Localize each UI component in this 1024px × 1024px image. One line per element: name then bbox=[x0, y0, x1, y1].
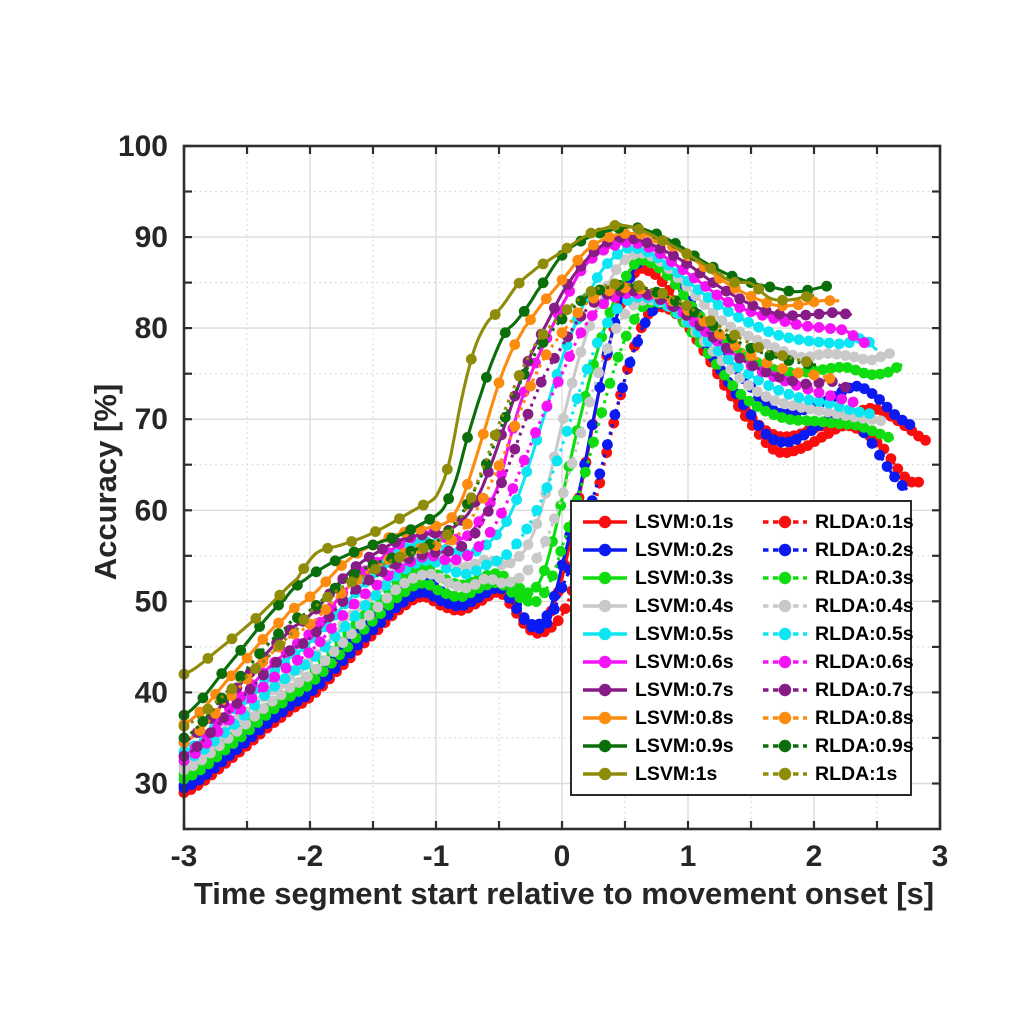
legend-label: LSVM:0.6s bbox=[635, 650, 734, 673]
legend-label: LSVM:0.8s bbox=[635, 706, 734, 729]
svg-text:1: 1 bbox=[680, 840, 697, 873]
legend-entry-LSVM-0-3s: LSVM:0.3s bbox=[582, 567, 762, 590]
x-axis-label: Time segment start relative to movement … bbox=[193, 876, 935, 911]
svg-text:60: 60 bbox=[135, 494, 168, 527]
legend-line-marker-icon bbox=[762, 626, 808, 642]
legend-entry-LSVM-0-1s: LSVM:0.1s bbox=[582, 511, 762, 534]
legend-line-marker-icon bbox=[762, 598, 808, 614]
legend-line-marker-icon bbox=[762, 710, 808, 726]
svg-text:90: 90 bbox=[135, 221, 168, 254]
legend-line-marker-icon bbox=[582, 598, 628, 614]
legend-line-marker-icon bbox=[762, 570, 808, 586]
legend-entry-LSVM-0-5s: LSVM:0.5s bbox=[582, 623, 762, 646]
legend-label: RLDA:1s bbox=[815, 762, 898, 785]
legend-entry-RLDA-0-9s: RLDA:0.9s bbox=[762, 735, 914, 758]
legend-entry-LSVM-0-9s: LSVM:0.9s bbox=[582, 735, 762, 758]
legend-entry-RLDA-1s: RLDA:1s bbox=[762, 763, 914, 786]
legend-label: RLDA:0.2s bbox=[815, 538, 914, 561]
series-LSVM-1s bbox=[178, 220, 815, 680]
legend-entry-RLDA-0-4s: RLDA:0.4s bbox=[762, 595, 914, 618]
legend-line-marker-icon bbox=[582, 766, 628, 782]
svg-text:30: 30 bbox=[135, 768, 168, 801]
svg-text:3: 3 bbox=[932, 840, 949, 873]
svg-text:-3: -3 bbox=[171, 840, 198, 873]
legend-label: RLDA:0.9s bbox=[815, 734, 914, 757]
legend-line-marker-icon bbox=[582, 682, 628, 698]
legend-label: LSVM:0.2s bbox=[635, 538, 734, 561]
svg-text:-1: -1 bbox=[423, 840, 450, 873]
legend-entry-RLDA-0-2s: RLDA:0.2s bbox=[762, 539, 914, 562]
svg-text:100: 100 bbox=[118, 130, 168, 163]
legend-line-marker-icon bbox=[582, 710, 628, 726]
legend-label: RLDA:0.7s bbox=[815, 678, 914, 701]
legend-entry-RLDA-0-6s: RLDA:0.6s bbox=[762, 651, 914, 674]
legend-line-marker-icon bbox=[582, 654, 628, 670]
legend-line-marker-icon bbox=[762, 738, 808, 754]
legend-label: LSVM:0.9s bbox=[635, 734, 734, 757]
series-RLDA-1s bbox=[178, 278, 812, 732]
svg-text:80: 80 bbox=[135, 312, 168, 345]
legend-entry-RLDA-0-1s: RLDA:0.1s bbox=[762, 511, 914, 534]
legend-entry-LSVM-0-2s: LSVM:0.2s bbox=[582, 539, 762, 562]
legend-line-marker-icon bbox=[582, 626, 628, 642]
svg-text:2: 2 bbox=[806, 840, 823, 873]
legend-label: LSVM:0.1s bbox=[635, 510, 734, 533]
legend-line-marker-icon bbox=[582, 514, 628, 530]
legend-entry-LSVM-0-4s: LSVM:0.4s bbox=[582, 595, 762, 618]
legend-entry-LSVM-1s: LSVM:1s bbox=[582, 763, 762, 786]
legend-label: RLDA:0.3s bbox=[815, 566, 914, 589]
legend-label: RLDA:0.8s bbox=[815, 706, 914, 729]
svg-text:70: 70 bbox=[135, 403, 168, 436]
legend-label: RLDA:0.1s bbox=[815, 510, 914, 533]
legend-entry-RLDA-0-5s: RLDA:0.5s bbox=[762, 623, 914, 646]
legend-entry-RLDA-0-7s: RLDA:0.7s bbox=[762, 679, 914, 702]
legend-entry-LSVM-0-7s: LSVM:0.7s bbox=[582, 679, 762, 702]
legend-line-marker-icon bbox=[762, 766, 808, 782]
y-axis-label: Accuracy [%] bbox=[88, 383, 123, 581]
legend-label: LSVM:0.3s bbox=[635, 566, 734, 589]
svg-text:50: 50 bbox=[135, 585, 168, 618]
legend-line-marker-icon bbox=[762, 514, 808, 530]
legend-line-marker-icon bbox=[582, 570, 628, 586]
legend-line-marker-icon bbox=[582, 542, 628, 558]
legend-label: RLDA:0.5s bbox=[815, 622, 914, 645]
y-tick-labels: 30 40 50 60 70 80 90 100 bbox=[118, 130, 168, 801]
legend-entry-RLDA-0-3s: RLDA:0.3s bbox=[762, 567, 914, 590]
legend-line-marker-icon bbox=[582, 738, 628, 754]
svg-text:40: 40 bbox=[135, 676, 168, 709]
legend-entry-LSVM-0-6s: LSVM:0.6s bbox=[582, 651, 762, 674]
legend-entry-RLDA-0-8s: RLDA:0.8s bbox=[762, 707, 914, 730]
legend-label: RLDA:0.4s bbox=[815, 594, 914, 617]
legend-entry-LSVM-0-8s: LSVM:0.8s bbox=[582, 707, 762, 730]
legend-label: LSVM:0.7s bbox=[635, 678, 734, 701]
series-RLDA-0-5s bbox=[178, 291, 875, 767]
svg-text:0: 0 bbox=[554, 840, 571, 873]
legend-line-marker-icon bbox=[762, 542, 808, 558]
legend: LSVM:0.1s LSVM:0.2s LSVM:0.3s LSVM:0.4s LSVM… bbox=[570, 500, 914, 796]
legend-label: RLDA:0.6s bbox=[815, 650, 914, 673]
svg-text:-2: -2 bbox=[297, 840, 324, 873]
legend-label: LSVM:1s bbox=[635, 762, 718, 785]
axes-box bbox=[182, 144, 942, 831]
legend-label: LSVM:0.5s bbox=[635, 622, 734, 645]
legend-line-marker-icon bbox=[762, 682, 808, 698]
legend-line-marker-icon bbox=[762, 654, 808, 670]
x-tick-labels: -3 -2 -1 0 1 2 3 bbox=[171, 840, 949, 873]
legend-label: LSVM:0.4s bbox=[635, 594, 734, 617]
